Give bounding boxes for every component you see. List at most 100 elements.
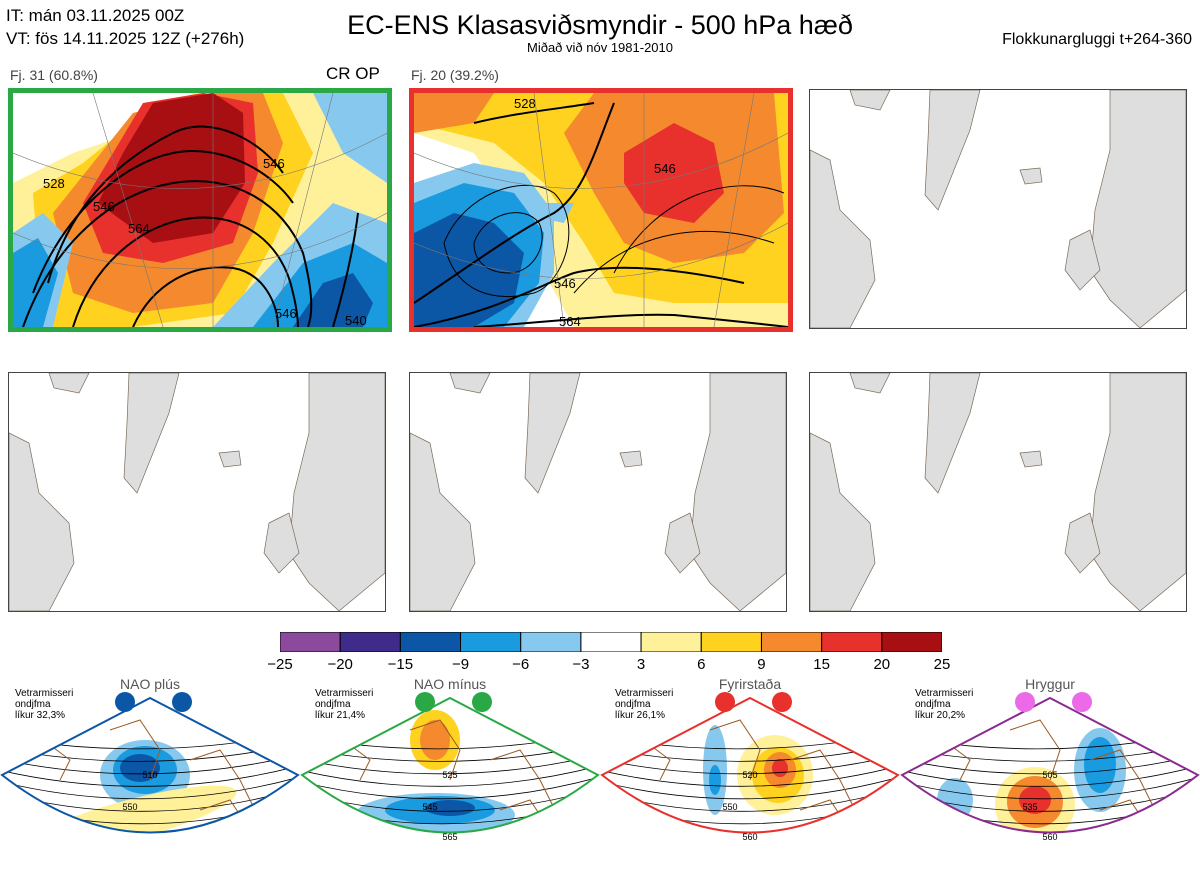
colorbar-tick-label: 9 bbox=[757, 656, 766, 673]
regime-title: Fyrirstaða bbox=[718, 676, 782, 692]
regime-stat-line: Vetrarmisseri bbox=[15, 688, 74, 699]
regime-outline bbox=[600, 696, 900, 834]
regime-stat-line: ondjfma bbox=[915, 699, 951, 710]
regime-stats: Vetrarmisseri ondjfma líkur 32,3% bbox=[15, 688, 105, 721]
regime-dot bbox=[1015, 692, 1035, 712]
colorbar-bin bbox=[280, 632, 341, 652]
colorbar bbox=[280, 632, 942, 652]
empty-map-3[interactable] bbox=[809, 89, 1187, 329]
regime-stat-line: Vetrarmisseri bbox=[615, 688, 674, 699]
colorbar-tick-label: 6 bbox=[697, 656, 706, 673]
panel-2-contour-label: 564 bbox=[559, 314, 581, 327]
colorbar-bin bbox=[339, 632, 401, 652]
colorbar-bin bbox=[881, 632, 942, 652]
anomaly-blob bbox=[420, 720, 450, 760]
regime-stats: Vetrarmisseri ondjfma líkur 20,2% bbox=[915, 688, 1005, 721]
cluster-map-1-field: 546 564 546 528 546 540 bbox=[13, 93, 387, 327]
anomaly-blob bbox=[1009, 867, 1041, 870]
anomaly-blob bbox=[23, 785, 237, 833]
regime-dot bbox=[772, 692, 792, 712]
regime-contour-label: 560 bbox=[742, 832, 757, 842]
coastline bbox=[319, 719, 561, 833]
cluster-map-2-field: 528 546 546 564 bbox=[414, 93, 788, 327]
height-contour bbox=[2, 762, 298, 787]
regime-map: 510 550 bbox=[0, 696, 300, 834]
height-contour bbox=[602, 762, 898, 787]
header-info: IT: mán 03.11.2025 00Z VT: fös 14.11.202… bbox=[6, 4, 244, 50]
colorbar-bin bbox=[640, 632, 702, 652]
panel-2-label: Fj. 20 (39.2%) bbox=[411, 67, 499, 83]
regime-stat-line: ondjfma bbox=[15, 699, 51, 710]
colorbar-tick-label: 20 bbox=[873, 656, 891, 673]
regime-contour-label: 520 bbox=[742, 770, 757, 780]
land-outline bbox=[9, 373, 385, 611]
height-contour bbox=[602, 751, 898, 775]
cluster-map-2[interactable]: 528 546 546 564 bbox=[409, 88, 793, 332]
height-contour bbox=[602, 773, 898, 800]
panel-1-tag: CR OP bbox=[326, 64, 380, 83]
regime-outline bbox=[0, 696, 300, 834]
panel-2-contour-label: 546 bbox=[654, 161, 676, 176]
colorbar-bin bbox=[821, 632, 883, 652]
height-contour bbox=[902, 751, 1198, 775]
colorbar-bin bbox=[520, 632, 582, 652]
regime-contour-label: 550 bbox=[722, 802, 737, 812]
height-contour bbox=[2, 828, 298, 833]
colorbar-bin bbox=[460, 632, 522, 652]
regime-contour-label: 510 bbox=[142, 770, 157, 780]
height-contour bbox=[302, 773, 598, 800]
regime-stat-line: líkur 21,4% bbox=[315, 710, 366, 721]
coastline bbox=[19, 719, 261, 833]
panel-1-contour-label: 564 bbox=[128, 221, 150, 236]
regime-dot bbox=[415, 692, 435, 712]
regime-contour-label: 550 bbox=[122, 802, 137, 812]
land-outline bbox=[810, 90, 1186, 328]
anomaly-blob bbox=[425, 800, 475, 816]
panel-2-contour-label: 528 bbox=[514, 96, 536, 111]
land-outline bbox=[410, 373, 786, 611]
height-contour bbox=[302, 762, 598, 787]
regime-contour-label: 505 bbox=[1042, 770, 1057, 780]
regime-title: Hryggur bbox=[1025, 676, 1075, 692]
colorbar-tick-label: 3 bbox=[636, 656, 646, 673]
regime-contour-label: 525 bbox=[442, 770, 457, 780]
regime-stats: Vetrarmisseri ondjfma líkur 26,1% bbox=[615, 688, 705, 721]
regime-map: 525 545 565 bbox=[300, 696, 600, 842]
colorbar-tick-label: −6 bbox=[512, 656, 530, 673]
panel-1-contour-label: 546 bbox=[275, 306, 297, 321]
regime-stat-line: líkur 20,2% bbox=[915, 710, 966, 721]
empty-map-6[interactable] bbox=[809, 372, 1187, 612]
empty-map-5[interactable] bbox=[409, 372, 787, 612]
colorbar-tick-label: −9 bbox=[451, 656, 470, 673]
valid-time: VT: fös 14.11.2025 12Z (+276h) bbox=[6, 29, 245, 48]
regime-outline bbox=[300, 696, 600, 834]
regime-dot bbox=[1072, 692, 1092, 712]
anomaly-blob bbox=[1019, 786, 1051, 814]
colorbar-bin bbox=[700, 632, 762, 652]
empty-map-4[interactable] bbox=[8, 372, 386, 612]
coastline bbox=[619, 719, 861, 833]
colorbar-tick-label: 25 bbox=[933, 656, 951, 673]
regime-stat-line: Vetrarmisseri bbox=[315, 688, 374, 699]
cluster-map-1[interactable]: 546 564 546 528 546 540 bbox=[8, 88, 392, 332]
height-contour bbox=[902, 773, 1198, 800]
regime-map: 505 535 560 bbox=[900, 696, 1200, 870]
page-title: EC-ENS Klasasviðsmyndir - 500 hPa hæð bbox=[347, 10, 853, 40]
regime-contour-label: 565 bbox=[442, 832, 457, 842]
anomaly-blob bbox=[709, 765, 721, 795]
regime-stat-line: ondjfma bbox=[315, 699, 351, 710]
regime-contour-label: 545 bbox=[422, 802, 437, 812]
colorbar-bin bbox=[580, 632, 642, 652]
regime-stats: Vetrarmisseri ondjfma líkur 21,4% bbox=[315, 688, 405, 721]
height-contour bbox=[302, 751, 598, 775]
regime-title: NAO plús bbox=[120, 676, 180, 692]
colorbar-tick-label: −25 bbox=[267, 656, 293, 673]
anomaly-blob bbox=[1084, 737, 1116, 793]
regime-contour-label: 560 bbox=[1042, 832, 1057, 842]
panel-1-contour-label: 528 bbox=[43, 176, 65, 191]
height-contour bbox=[2, 773, 298, 800]
panel-1-contour-label: 546 bbox=[263, 156, 285, 171]
height-contour bbox=[902, 762, 1198, 787]
colorbar-bin bbox=[760, 632, 823, 652]
panel-1-contour-label: 546 bbox=[93, 199, 115, 214]
